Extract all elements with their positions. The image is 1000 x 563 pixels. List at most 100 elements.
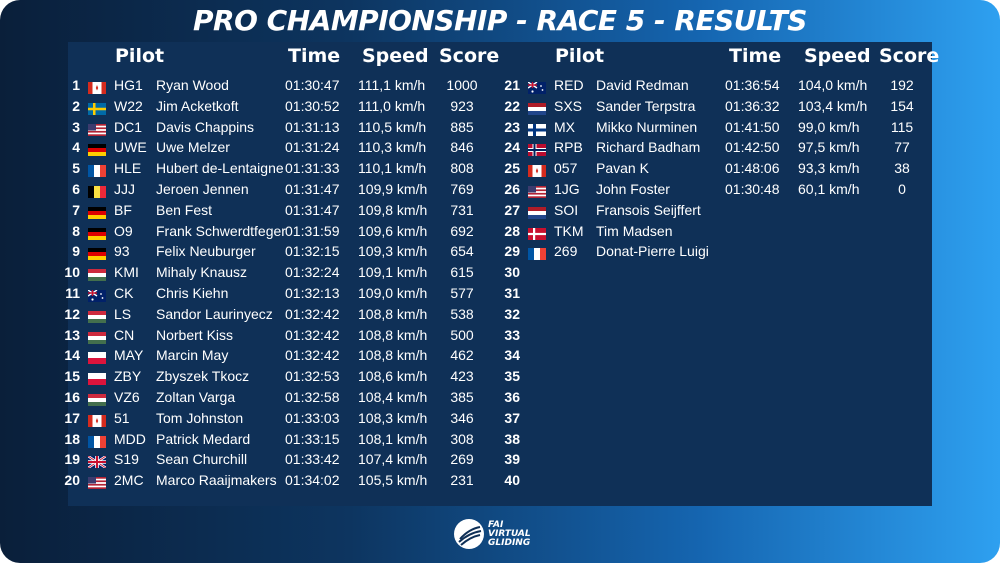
competition-id: W22 (114, 97, 143, 114)
pilot-name: David Redman (596, 77, 689, 93)
pilot-name: Uwe Melzer (156, 139, 230, 156)
race-time: 01:30:47 (285, 77, 340, 93)
pilot-name: Fransois Seijffert (596, 201, 701, 218)
competition-id: BF (114, 201, 132, 218)
race-score: 308 (450, 430, 474, 447)
competition-id: SXS (554, 97, 583, 114)
uk-flag-icon (87, 453, 107, 470)
germany-flag-icon (88, 245, 106, 261)
competition-id: MDD (114, 430, 146, 447)
race-score: 923 (450, 97, 474, 114)
race-score: 731 (450, 201, 474, 218)
sweden-flag-icon (88, 100, 106, 115)
competition-id: LS (114, 305, 132, 322)
time-header-right: Time (729, 45, 782, 67)
pilot-header-right: Pilot (555, 45, 605, 67)
position-number: 7 (72, 201, 80, 218)
competition-id: 93 (114, 243, 130, 260)
race-time: 01:31:33 (285, 160, 340, 177)
pilot-name: Tom Johnston (156, 409, 244, 426)
race-time: 01:32:42 (285, 326, 340, 343)
race-time: 01:48:06 (725, 160, 780, 177)
race-speed: 107,4 km/h (358, 451, 428, 468)
position-number: 27 (504, 201, 520, 218)
pilot-name: Frank Schwerdtfeger (156, 222, 286, 239)
race-speed: 109,9 km/h (358, 180, 428, 197)
competition-id: HG1 (114, 77, 143, 93)
competition-id: MX (554, 118, 575, 135)
race-score: 77 (894, 139, 910, 156)
competition-id: ZBY (114, 368, 142, 385)
position-number: 5 (72, 160, 80, 177)
pilot-name: Mikko Nurminen (596, 118, 698, 135)
race-speed: 108,3 km/h (358, 409, 428, 426)
competition-id: HLE (114, 160, 142, 177)
race-speed: 103,4 km/h (798, 97, 868, 114)
competition-id: 1JG (554, 180, 580, 197)
denmark-flag-icon (528, 225, 546, 240)
germany-flag-icon (88, 141, 106, 157)
race-time: 01:31:13 (285, 118, 340, 135)
competition-id: MAY (114, 347, 144, 364)
race-speed: 60,1 km/h (798, 180, 860, 197)
position-number: 25 (504, 160, 520, 177)
position-number: 28 (504, 222, 520, 239)
pilot-name: Marcin May (156, 347, 229, 364)
race-speed: 93,3 km/h (798, 160, 860, 177)
race-time: 01:30:52 (285, 97, 340, 114)
competition-id: CN (114, 326, 135, 343)
race-score: 462 (450, 347, 474, 364)
pilot-header-left: Pilot (115, 45, 165, 67)
hungary-flag-icon (88, 266, 106, 282)
position-number: 24 (504, 139, 520, 156)
race-score: 115 (890, 118, 914, 135)
race-score: 846 (450, 139, 474, 156)
pilot-name: Zoltan Varga (156, 388, 236, 405)
race-speed: 109,0 km/h (358, 284, 428, 301)
score-header-right: Score (879, 45, 940, 67)
pilot-name: Sean Churchill (156, 451, 248, 468)
logo-line-1: FAI (488, 519, 504, 530)
position-number: 34 (504, 347, 520, 364)
logo-line-3: GLIDING (488, 537, 531, 548)
race-score: 346 (450, 409, 474, 426)
race-score: 615 (450, 264, 474, 281)
race-speed: 109,6 km/h (358, 222, 428, 239)
race-score: 769 (450, 180, 474, 197)
pilot-name: Felix Neuburger (156, 243, 256, 260)
competition-id: S19 (114, 451, 139, 468)
race-time: 01:32:15 (285, 243, 340, 260)
race-time: 01:31:47 (285, 180, 340, 197)
position-number: 33 (504, 326, 520, 343)
pilot-name: John Foster (596, 180, 670, 197)
race-speed: 104,0 km/h (798, 77, 868, 93)
race-time: 01:36:32 (725, 97, 780, 114)
position-number: 9 (72, 243, 80, 260)
position-number: 14 (64, 347, 80, 364)
race-time: 01:33:42 (285, 451, 340, 468)
belgium-flag-icon (88, 183, 106, 198)
poland-flag-icon (88, 349, 106, 365)
race-time: 01:36:54 (725, 77, 780, 93)
france-flag-icon (88, 162, 106, 178)
race-score: 192 (890, 77, 914, 93)
position-number: 18 (64, 430, 80, 447)
competition-id: 269 (554, 243, 578, 260)
competition-id: DC1 (114, 118, 143, 135)
competition-id: 2MC (114, 472, 144, 489)
race-score: 0 (898, 180, 906, 197)
race-speed: 109,1 km/h (358, 264, 428, 281)
position-number: 15 (64, 368, 80, 385)
canada-flag-icon (88, 412, 106, 427)
competition-id: TKM (554, 222, 584, 239)
competition-id: VZ6 (114, 388, 140, 405)
position-number: 1 (72, 77, 80, 93)
race-speed: 109,8 km/h (358, 201, 428, 218)
position-number: 11 (65, 284, 80, 301)
position-number: 16 (64, 388, 80, 405)
pilot-name: Hubert de-Lentaigne (156, 160, 284, 177)
usa-flag-icon (88, 474, 106, 490)
race-score: 423 (450, 368, 474, 385)
netherlands-flag-icon (528, 204, 546, 219)
